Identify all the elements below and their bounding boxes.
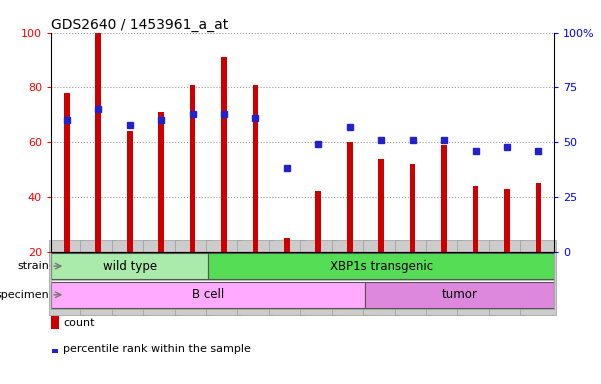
Text: count: count bbox=[63, 318, 94, 328]
Bar bbox=[96, 33, 101, 252]
Text: GDS2640 / 1453961_a_at: GDS2640 / 1453961_a_at bbox=[51, 18, 228, 31]
FancyBboxPatch shape bbox=[51, 281, 365, 308]
Bar bbox=[379, 159, 384, 252]
Text: tumor: tumor bbox=[442, 288, 478, 301]
FancyBboxPatch shape bbox=[51, 253, 209, 279]
Bar bbox=[441, 145, 447, 252]
Bar bbox=[252, 85, 258, 252]
Bar bbox=[221, 57, 227, 252]
Bar bbox=[284, 238, 290, 252]
Bar bbox=[473, 186, 478, 252]
Bar bbox=[535, 183, 542, 252]
Bar bbox=[504, 189, 510, 252]
Text: percentile rank within the sample: percentile rank within the sample bbox=[63, 344, 251, 354]
FancyBboxPatch shape bbox=[209, 253, 554, 279]
FancyBboxPatch shape bbox=[365, 281, 554, 308]
Text: specimen: specimen bbox=[0, 290, 49, 300]
Bar bbox=[64, 93, 70, 252]
Text: B cell: B cell bbox=[192, 288, 224, 301]
Bar bbox=[127, 131, 132, 252]
Text: XBP1s transgenic: XBP1s transgenic bbox=[329, 260, 433, 273]
Text: wild type: wild type bbox=[103, 260, 157, 273]
Bar bbox=[347, 142, 353, 252]
Text: strain: strain bbox=[17, 261, 49, 271]
Bar bbox=[316, 192, 321, 252]
Bar bbox=[410, 164, 415, 252]
Bar bbox=[158, 112, 164, 252]
Bar bbox=[190, 85, 195, 252]
